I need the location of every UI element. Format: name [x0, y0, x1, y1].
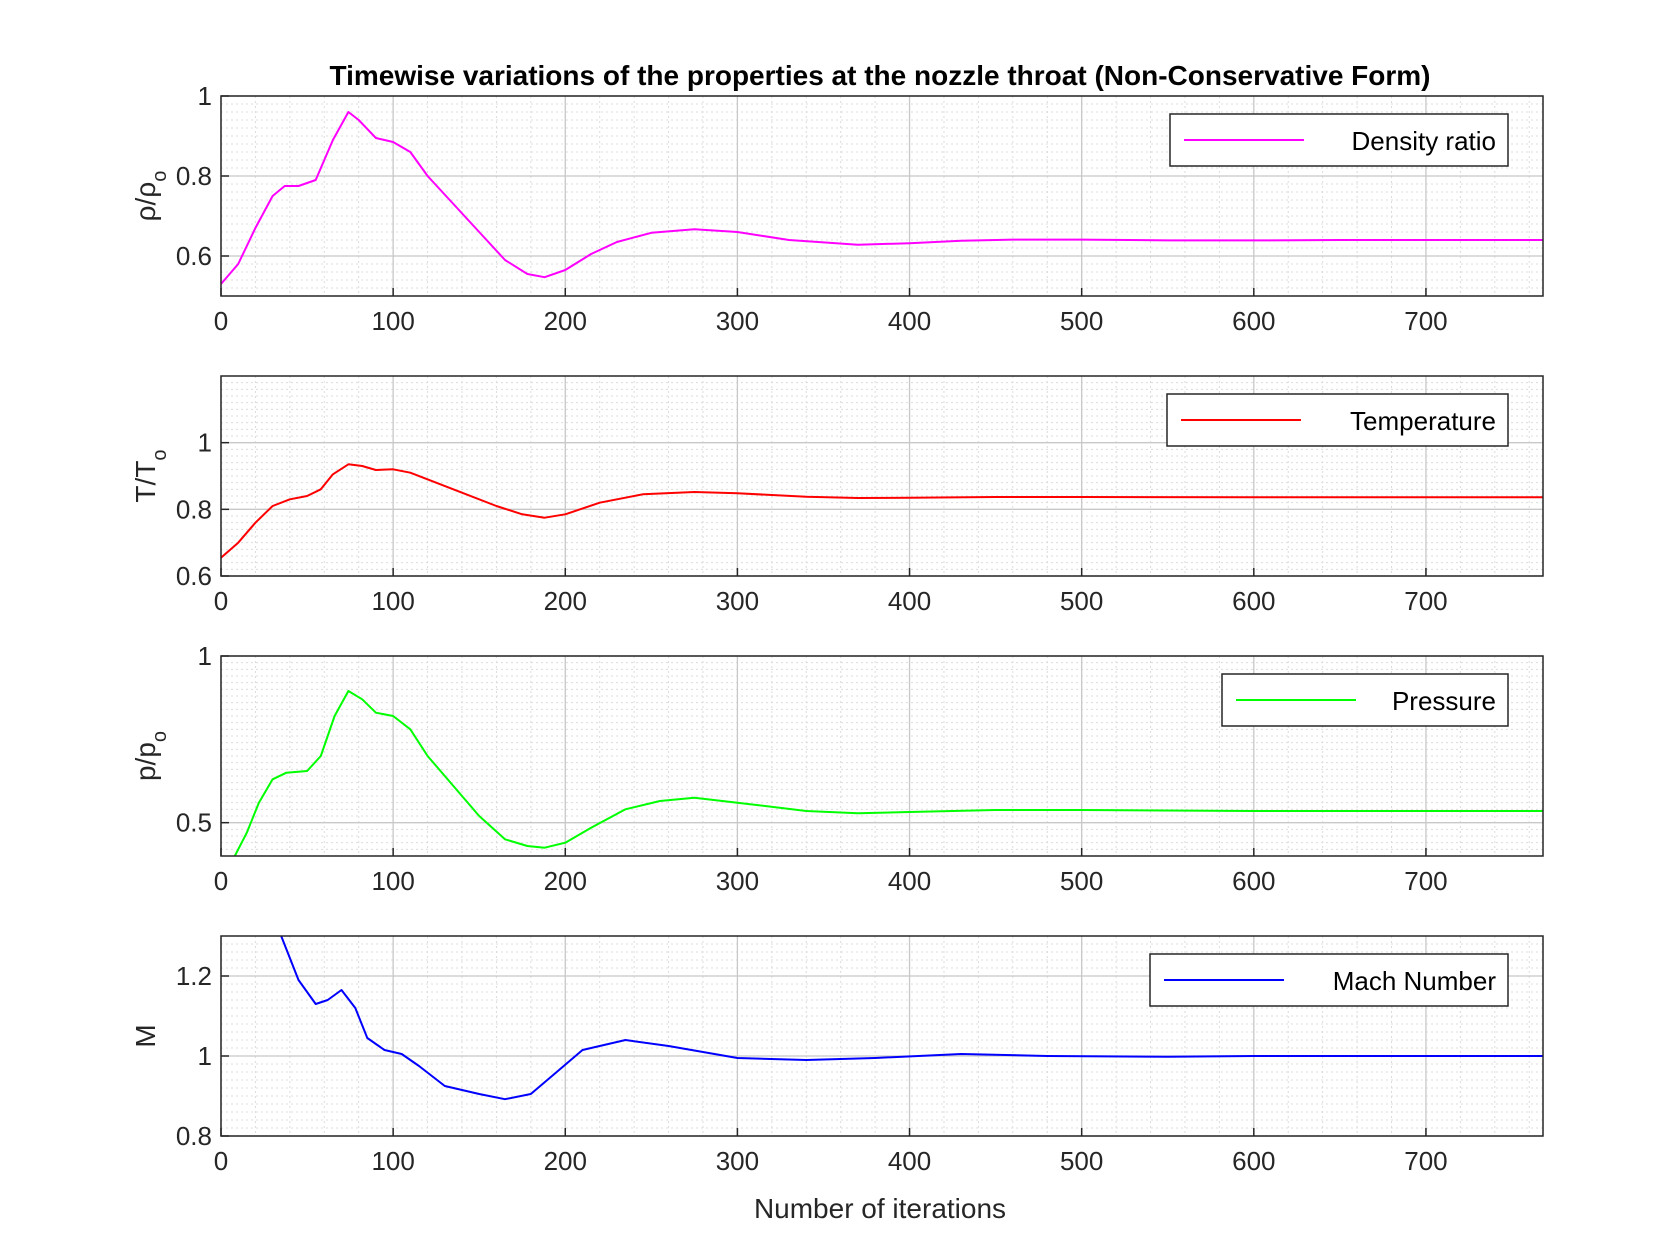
y-tick-label: 1	[198, 428, 212, 458]
x-tick-label: 700	[1404, 866, 1447, 896]
x-tick-label: 0	[214, 586, 228, 616]
axes-box	[220, 935, 1544, 1137]
y-tick-label: 0.8	[176, 1121, 212, 1151]
x-tick-label: 200	[544, 866, 587, 896]
legend: Density ratio	[1169, 113, 1509, 167]
x-tick-label: 300	[716, 866, 759, 896]
legend: Mach Number	[1149, 953, 1509, 1007]
legend-label: Mach Number	[1333, 966, 1497, 996]
legend-label: Temperature	[1350, 406, 1496, 436]
figure-title: Timewise variations of the properties at…	[329, 60, 1430, 91]
x-tick-label: 300	[716, 586, 759, 616]
x-tick-label: 100	[371, 586, 414, 616]
x-tick-label: 500	[1060, 866, 1103, 896]
x-tick-label: 0	[214, 1146, 228, 1176]
x-tick-label: 300	[716, 1146, 759, 1176]
x-tick-label: 100	[371, 306, 414, 336]
x-tick-label: 700	[1404, 586, 1447, 616]
y-axis-label: T/To	[130, 449, 171, 502]
x-tick-label: 700	[1404, 1146, 1447, 1176]
x-tick-label: 200	[544, 586, 587, 616]
y-tick-label: 0.8	[176, 161, 212, 191]
subplot-1: 0 100 200 300 400 500 600 700 0.6 0.8 1 ρ/ρo Density…	[130, 81, 1544, 336]
series-line	[280, 936, 1543, 1101]
x-tick-label: 0	[214, 866, 228, 896]
y-axis-label: p/po	[130, 731, 171, 781]
subplot-stack: 0 100 200 300 400 500 600 7000.60.81ρ/ρoDensity…	[130, 81, 1544, 1176]
x-tick-label: 600	[1232, 866, 1275, 896]
y-tick-label: 0.6	[176, 561, 212, 591]
series-line	[221, 463, 1543, 559]
x-tick-label: 200	[544, 306, 587, 336]
x-tick-label: 200	[544, 1146, 587, 1176]
x-tick-label: 600	[1232, 1146, 1275, 1176]
subplot-3: 0 100 200 300 400 500 600 700 0.5 1 p/po Pressure	[130, 641, 1544, 896]
y-tick-label: 1	[198, 1041, 212, 1071]
y-axis-label-subscript: o	[149, 171, 171, 182]
axes-box	[220, 655, 1544, 857]
x-tick-label: 600	[1232, 586, 1275, 616]
y-axis-label-subscript: o	[149, 449, 171, 460]
x-tick-label: 400	[888, 866, 931, 896]
legend-label: Pressure	[1392, 686, 1496, 716]
y-axis-label: ρ/ρo	[130, 171, 171, 222]
legend: Pressure	[1221, 673, 1509, 727]
x-tick-label: 600	[1232, 306, 1275, 336]
y-tick-label: 0.6	[176, 241, 212, 271]
y-tick-label: 1	[198, 81, 212, 111]
legend-label: Density ratio	[1352, 126, 1497, 156]
x-tick-label: 100	[371, 1146, 414, 1176]
y-tick-label: 1	[198, 641, 212, 671]
x-tick-label: 400	[888, 1146, 931, 1176]
x-tick-label: 500	[1060, 1146, 1103, 1176]
subplot-2: 0 100 200 300 400 500 600 700 0.6 0.8 1 T/To Tempera…	[130, 375, 1544, 616]
x-axis-label: Number of iterations	[754, 1193, 1006, 1224]
axes-box	[220, 95, 1544, 297]
legend: Temperature	[1166, 393, 1509, 447]
y-tick-label: 0.5	[176, 808, 212, 838]
y-tick-label: 0.8	[176, 494, 212, 524]
axes-box	[220, 375, 1544, 577]
x-tick-label: 0	[214, 306, 228, 336]
x-tick-label: 700	[1404, 306, 1447, 336]
y-tick-label: 1.2	[176, 961, 212, 991]
x-tick-label: 400	[888, 586, 931, 616]
x-tick-label: 300	[716, 306, 759, 336]
x-tick-label: 400	[888, 306, 931, 336]
series-line	[233, 690, 1543, 856]
x-tick-label: 100	[371, 866, 414, 896]
x-tick-label: 500	[1060, 586, 1103, 616]
subplot-4: 0 100 200 300 400 500 600 700 0.8 1 1.2 M Mach Numbe…	[130, 935, 1544, 1176]
y-axis-label-subscript: o	[149, 731, 171, 742]
y-axis-label: M	[130, 1024, 161, 1047]
x-tick-label: 500	[1060, 306, 1103, 336]
series-line	[221, 111, 1543, 285]
